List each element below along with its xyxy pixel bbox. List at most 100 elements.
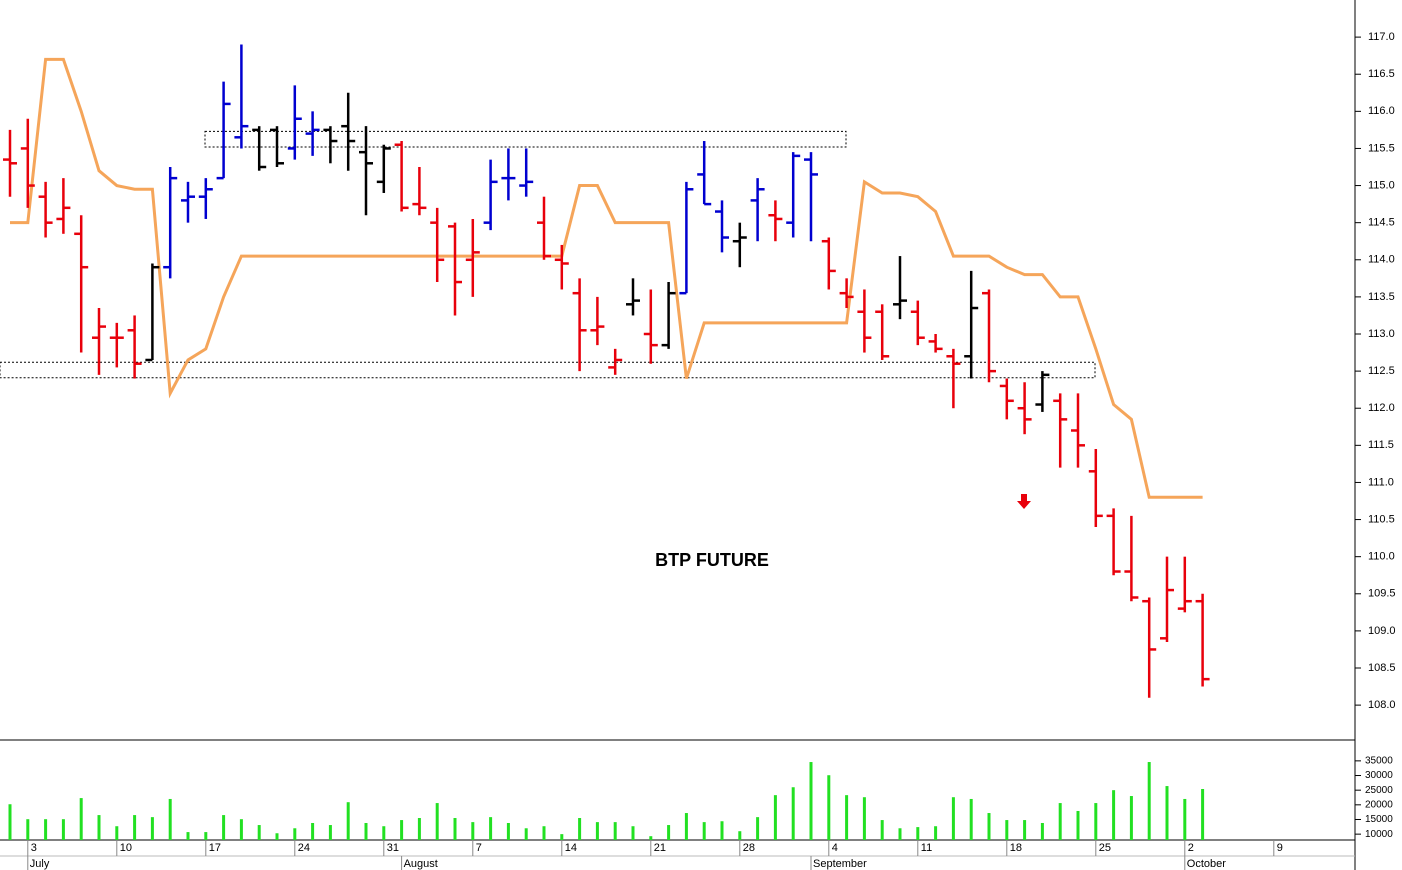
volume-bar: [8, 804, 12, 840]
y-tick-label: 116.0: [1368, 105, 1395, 117]
x-tick-label: 2: [1188, 842, 1194, 854]
x-tick-label: 7: [476, 842, 482, 854]
y-tick-label: 111.0: [1368, 476, 1394, 488]
price-zone: [0, 361, 1096, 379]
volume-bar: [951, 797, 955, 840]
volume-bar: [1094, 803, 1098, 840]
volume-bar: [773, 795, 777, 840]
month-label: August: [404, 858, 438, 870]
volume-bar: [133, 815, 137, 840]
volume-bar: [1040, 823, 1044, 840]
volume-bar: [578, 818, 582, 840]
x-tick-label: 24: [298, 842, 310, 854]
month-label: July: [30, 858, 50, 870]
volume-tick-label: 15000: [1365, 814, 1393, 825]
y-tick-label: 110.0: [1368, 551, 1395, 563]
volume-bar: [97, 815, 101, 840]
y-tick-label: 112.0: [1368, 402, 1395, 414]
volume-bar: [987, 813, 991, 840]
volume-bar: [1129, 796, 1133, 840]
volume-bar: [275, 833, 279, 840]
x-tick-label: 25: [1099, 842, 1111, 854]
volume-bar: [845, 795, 849, 840]
x-tick-label: 31: [387, 842, 399, 854]
volume-bar: [239, 819, 243, 840]
y-tick-label: 115.0: [1368, 179, 1395, 191]
volume-bar: [150, 817, 154, 840]
volume-bar: [26, 819, 30, 840]
volume-bar: [613, 822, 617, 840]
volume-bar: [720, 821, 724, 840]
volume-bar: [524, 828, 528, 840]
y-tick-label: 113.5: [1368, 291, 1395, 303]
x-tick-label: 14: [565, 842, 577, 854]
volume-bar: [79, 798, 83, 840]
volume-bar: [1165, 786, 1169, 840]
volume-bar: [257, 825, 261, 840]
volume-bar: [827, 775, 831, 840]
y-tick-label: 108.0: [1368, 699, 1396, 711]
volume-bar: [506, 823, 510, 840]
volume-bar: [168, 798, 172, 840]
volume-tick-label: 10000: [1365, 829, 1393, 840]
month-label: October: [1187, 858, 1226, 870]
volume-bar: [471, 822, 475, 840]
volume-bar: [186, 832, 190, 840]
volume-bar: [293, 828, 297, 840]
y-tick-label: 108.5: [1368, 662, 1396, 674]
down-arrow: [1017, 494, 1031, 509]
x-tick-label: 21: [654, 842, 666, 854]
y-tick-label: 111.5: [1368, 439, 1394, 451]
y-tick-label: 110.5: [1368, 513, 1395, 525]
volume-bar: [738, 831, 742, 840]
volume-bar: [204, 832, 208, 840]
volume-bar: [916, 827, 920, 840]
month-label: September: [813, 858, 867, 870]
y-tick-label: 116.5: [1368, 68, 1395, 80]
volume-bar: [453, 818, 457, 840]
volume-bar: [61, 819, 65, 840]
volume-bar: [346, 802, 350, 840]
volume-bar: [595, 822, 599, 840]
y-tick-label: 114.0: [1368, 254, 1395, 266]
volume-bar: [311, 823, 315, 840]
x-tick-label: 9: [1277, 842, 1283, 854]
y-tick-label: 115.5: [1368, 142, 1395, 154]
y-tick-label: 117.0: [1368, 31, 1395, 43]
chart-title: BTP FUTURE: [655, 550, 769, 570]
volume-bar: [702, 822, 706, 840]
x-tick-label: 11: [921, 842, 932, 854]
x-tick-label: 18: [1010, 842, 1022, 854]
volume-bar: [44, 819, 48, 840]
volume-tick-label: 35000: [1365, 756, 1393, 767]
volume-tick-label: 25000: [1365, 785, 1393, 796]
volume-bar: [684, 813, 688, 840]
volume-bar: [382, 826, 386, 840]
x-tick-label: 4: [832, 842, 838, 854]
volume-bar: [649, 836, 653, 840]
volume-bar: [1112, 790, 1116, 840]
price-zone: [204, 130, 847, 148]
volume-bar: [791, 787, 795, 840]
volume-bar: [898, 828, 902, 840]
volume-bar: [489, 817, 493, 840]
volume-bar: [809, 762, 813, 840]
x-tick-label: 17: [209, 842, 221, 854]
volume-bar: [1201, 789, 1205, 840]
volume-bar: [667, 825, 671, 840]
volume-bar: [934, 826, 938, 840]
volume-bar: [400, 820, 404, 840]
volume-bar: [417, 818, 421, 840]
volume-bar: [756, 817, 760, 840]
y-tick-label: 109.0: [1368, 625, 1396, 637]
volume-bar: [880, 820, 884, 840]
volume-bar: [1147, 762, 1151, 840]
volume-bar: [542, 826, 546, 840]
volume-bar: [1023, 820, 1027, 840]
volume-bar: [328, 825, 332, 840]
volume-bar: [631, 826, 635, 840]
y-tick-label: 109.5: [1368, 588, 1396, 600]
volume-tick-label: 20000: [1365, 799, 1393, 810]
volume-bar: [1058, 803, 1062, 840]
